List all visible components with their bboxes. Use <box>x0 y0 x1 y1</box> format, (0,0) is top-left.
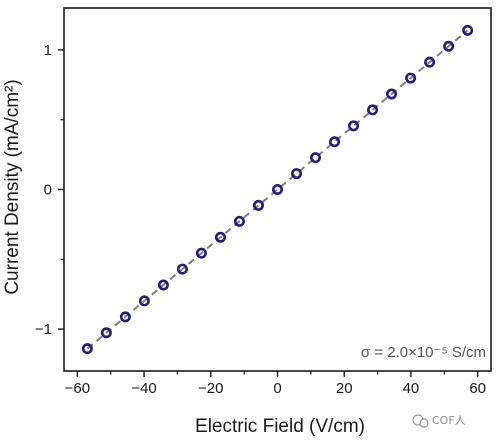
data-point <box>329 136 341 148</box>
data-point <box>348 120 360 132</box>
x-tick-label: −40 <box>131 380 156 397</box>
fit-line <box>86 29 469 350</box>
fit-line-group <box>86 29 469 350</box>
y-tick-label: 0 <box>44 182 52 199</box>
data-point <box>367 104 379 116</box>
data-point <box>157 279 169 291</box>
conductivity-annotation: σ = 2.0×10⁻⁵ S/cm <box>361 344 486 361</box>
watermark-text: COF人 <box>432 414 466 427</box>
data-point <box>291 168 303 180</box>
data-point <box>443 40 455 52</box>
data-point <box>176 263 188 275</box>
wechat-icon <box>412 414 429 428</box>
data-point <box>233 215 245 227</box>
y-tick-label: 1 <box>44 42 52 59</box>
data-point <box>405 72 417 84</box>
x-axis-label: Electric Field (V/cm) <box>195 416 365 437</box>
x-axis-ticks: −60 −40 −20 0 20 40 60 <box>65 371 486 397</box>
data-point <box>119 311 131 323</box>
data-point <box>195 247 207 259</box>
data-point <box>214 231 226 243</box>
y-axis-label: Current Density (mA/cm²) <box>2 79 23 294</box>
data-point <box>100 327 112 339</box>
data-point <box>462 24 474 36</box>
data-points <box>81 24 474 355</box>
data-point <box>386 88 398 100</box>
x-tick-label: 40 <box>403 380 420 397</box>
y-axis-ticks: −1 0 1 <box>35 42 64 338</box>
watermark: COF人 <box>412 414 466 428</box>
data-point <box>271 184 283 196</box>
y-tick-label: −1 <box>35 321 52 338</box>
data-point <box>310 152 322 164</box>
x-tick-label: −20 <box>198 380 223 397</box>
data-point <box>424 56 436 68</box>
x-tick-label: 20 <box>336 380 353 397</box>
x-tick-label: 0 <box>273 380 281 397</box>
x-tick-label: −60 <box>65 380 90 397</box>
data-point <box>81 343 93 355</box>
data-point <box>138 295 150 307</box>
x-tick-label: 60 <box>469 380 486 397</box>
data-point <box>252 199 264 211</box>
